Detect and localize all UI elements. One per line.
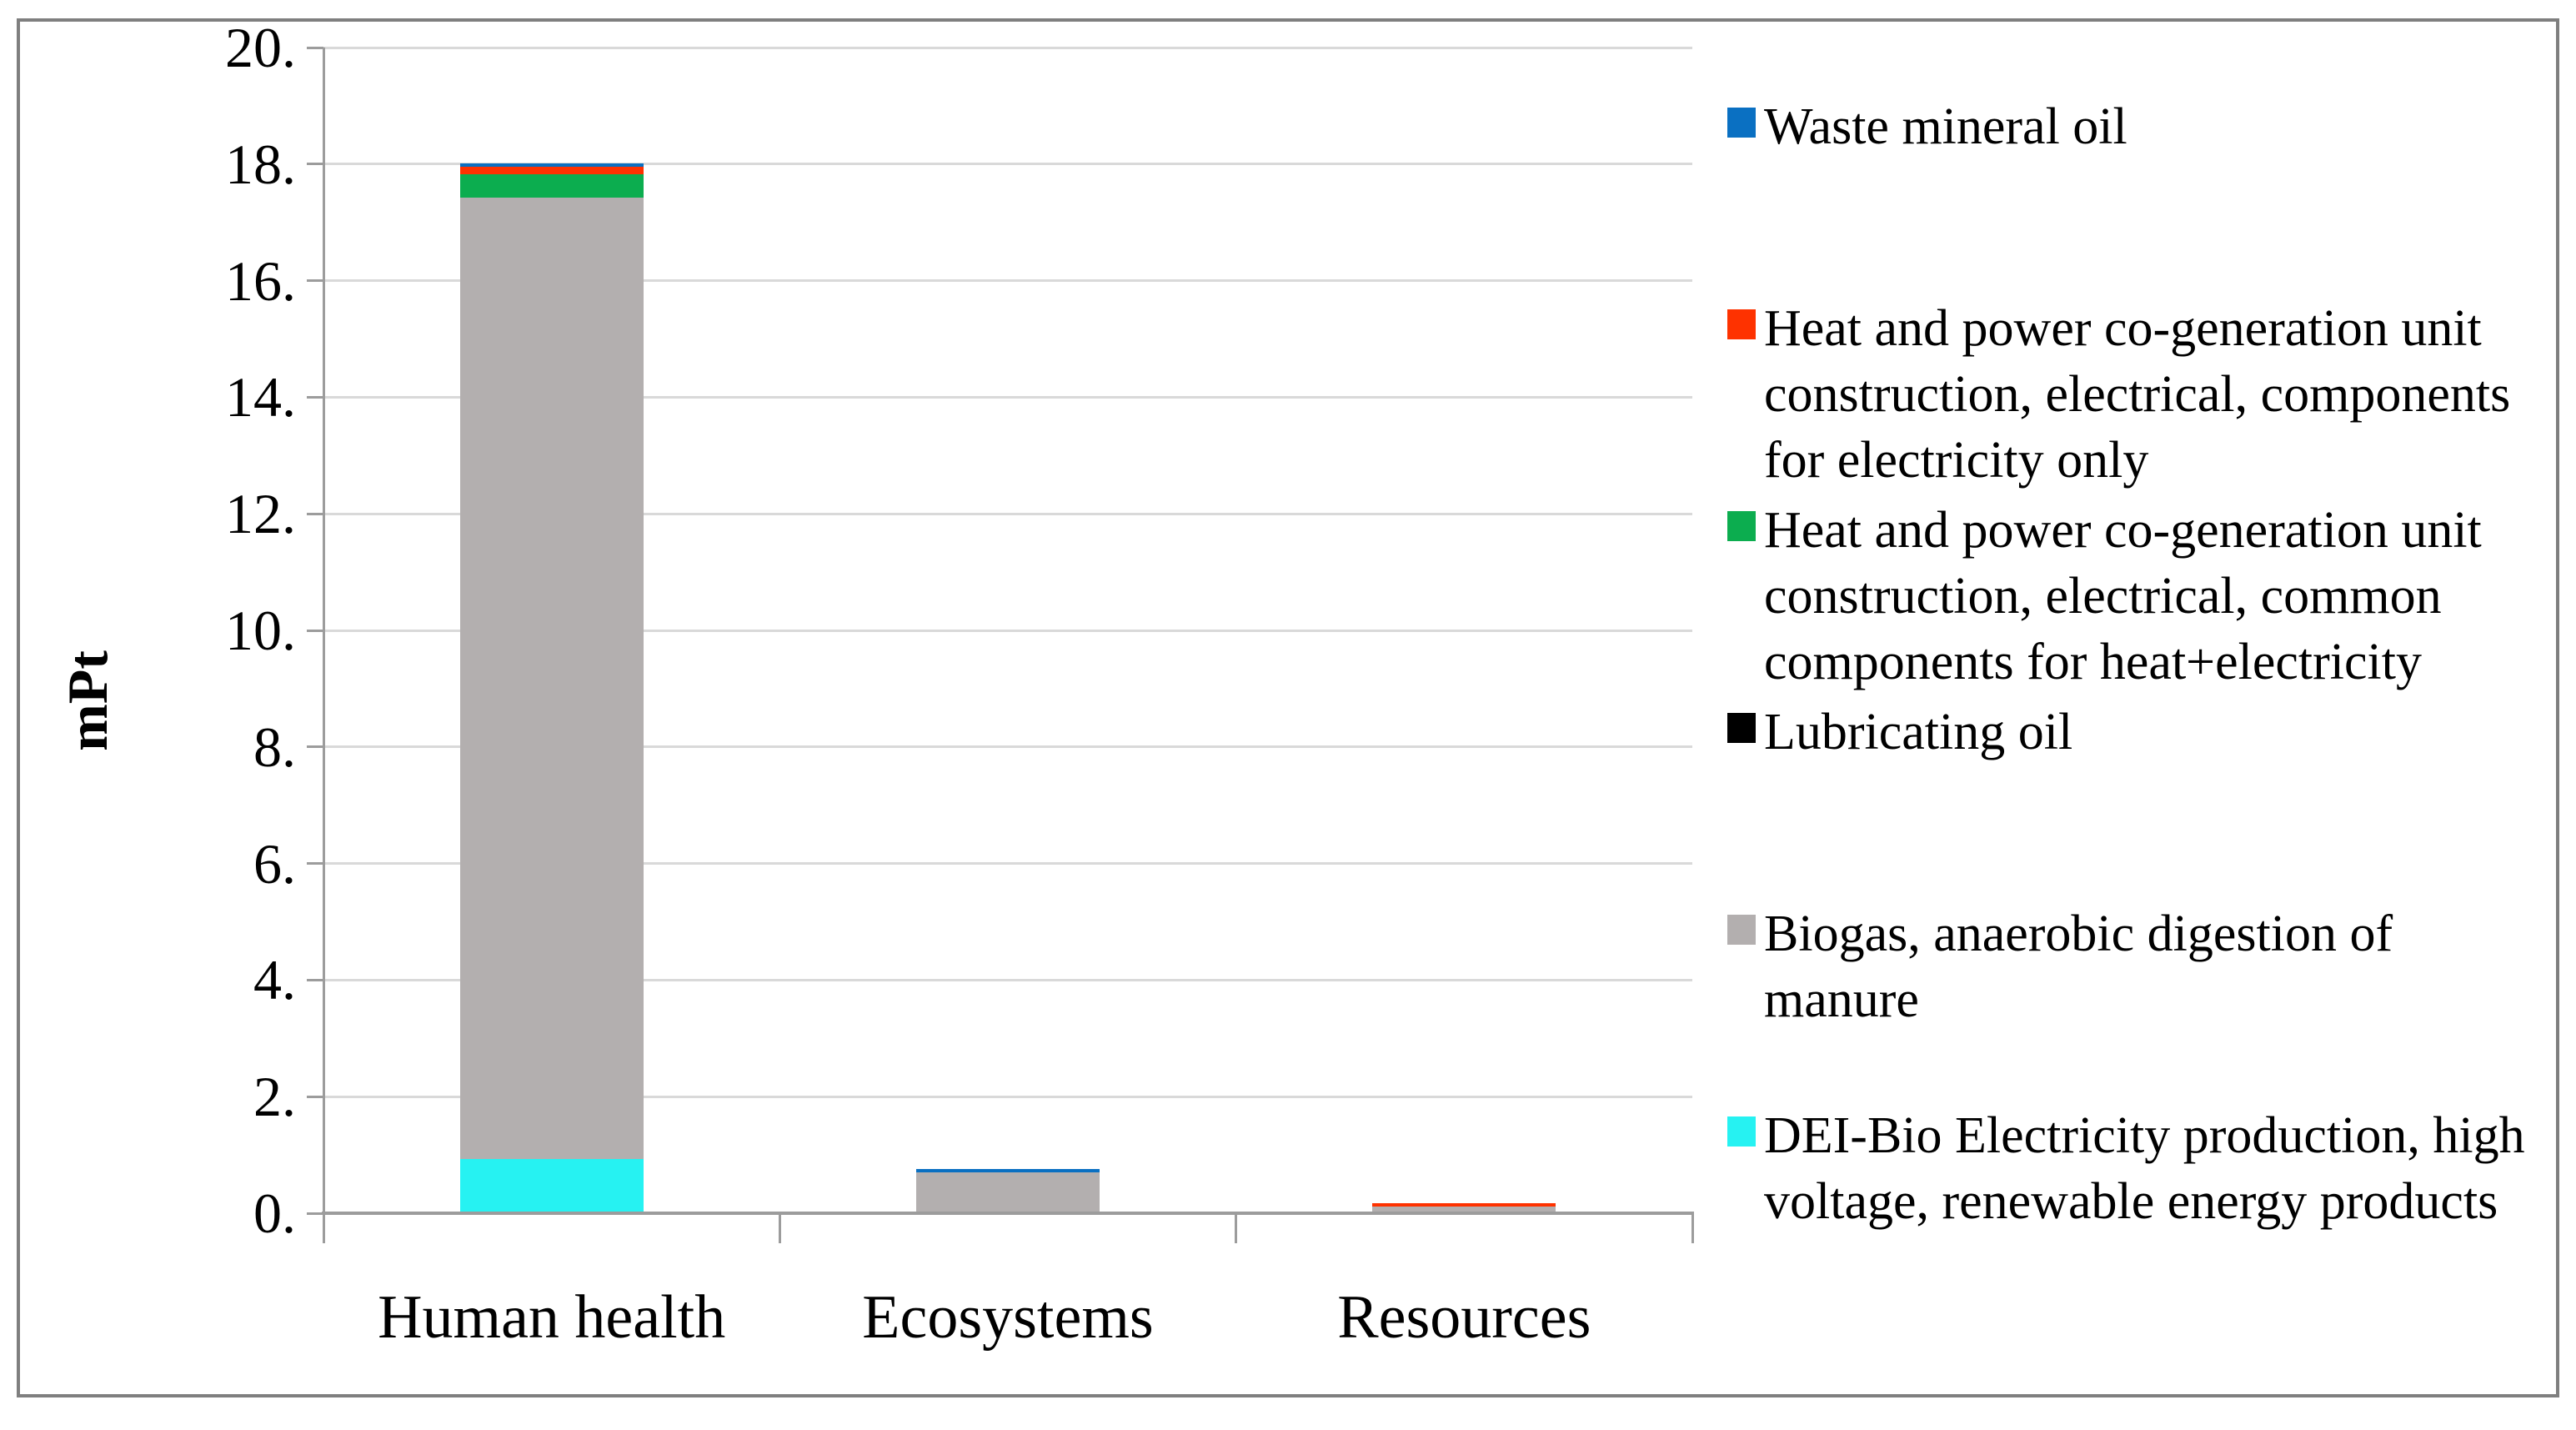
y-axis-tick-12 <box>307 512 323 515</box>
y-tick-label-0: 0. <box>253 1182 296 1245</box>
y-axis-line <box>323 48 325 1213</box>
gridline-14 <box>323 395 1692 399</box>
bar-segment <box>459 197 644 1160</box>
legend-swatch-icon <box>1727 108 1756 138</box>
y-tick-label-14: 14. <box>225 365 296 429</box>
y-axis-tick-8 <box>307 745 323 749</box>
legend-label: Heat and power co-generation unit constr… <box>1764 502 2482 690</box>
y-axis-tick-2 <box>307 1095 323 1098</box>
gridline-6 <box>323 862 1692 866</box>
bar-segment <box>1372 1207 1556 1212</box>
y-tick-label-4: 4. <box>253 948 296 1012</box>
figure-border <box>17 18 2559 1397</box>
y-axis-tick-4 <box>307 978 323 981</box>
category-label-ecosystems: Ecosystems <box>862 1283 1154 1352</box>
bar-human-health <box>459 163 644 1212</box>
legend-swatch-icon <box>1727 713 1756 743</box>
legend-item-4: Biogas, anaerobic digestion of manure <box>1727 901 2553 1103</box>
chart-legend: Waste mineral oil Heat and power co-gener… <box>1727 94 2553 1305</box>
bar-segment <box>916 1168 1100 1173</box>
y-axis-tick-6 <box>307 862 323 866</box>
legend-label: DEI-Bio Electricity production, high vol… <box>1764 1107 2525 1230</box>
y-tick-label-16: 16. <box>225 248 296 313</box>
legend-item-3: Lubricating oil <box>1727 700 2553 901</box>
bar-segment <box>459 166 644 175</box>
y-axis-title: mPt <box>55 650 119 751</box>
gridline-18 <box>323 163 1692 166</box>
y-axis-tick-20 <box>307 46 323 49</box>
bar-resources <box>1372 1203 1556 1212</box>
bar-segment <box>459 1159 644 1212</box>
y-tick-label-6: 6. <box>253 831 296 896</box>
legend-item-1: Heat and power co-generation unit constr… <box>1727 296 2553 498</box>
y-axis-tick-10 <box>307 629 323 632</box>
bar-segment <box>459 174 644 198</box>
y-tick-label-20: 20. <box>225 16 296 79</box>
y-tick-label-8: 8. <box>253 715 296 779</box>
legend-label: Heat and power co-generation unit constr… <box>1764 300 2511 489</box>
legend-label: Waste mineral oil <box>1764 98 2127 155</box>
category-label-human-health: Human health <box>378 1283 726 1352</box>
y-tick-label-12: 12. <box>225 482 296 546</box>
x-axis-tick-3 <box>1691 1213 1694 1243</box>
bar-ecosystems <box>916 1168 1100 1212</box>
legend-label: Lubricating oil <box>1764 704 2073 760</box>
x-axis-tick-2 <box>1235 1213 1238 1243</box>
gridline-2 <box>323 1095 1692 1098</box>
legend-swatch-icon <box>1727 915 1756 945</box>
y-tick-label-2: 2. <box>253 1065 296 1129</box>
legend-item-2: Heat and power co-generation unit constr… <box>1727 498 2553 700</box>
y-axis-tick-18 <box>307 163 323 166</box>
x-axis-tick-1 <box>778 1213 781 1243</box>
y-axis-tick-14 <box>307 395 323 399</box>
y-tick-label-10: 10. <box>225 599 296 662</box>
legend-item-5: DEI-Bio Electricity production, high vol… <box>1727 1103 2553 1305</box>
legend-label: Biogas, anaerobic digestion of manure <box>1764 906 2393 1028</box>
x-axis-line <box>322 1212 1694 1215</box>
x-axis-tick-0 <box>322 1213 325 1243</box>
legend-swatch-icon <box>1727 309 1756 339</box>
gridline-8 <box>323 745 1692 749</box>
gridline-12 <box>323 512 1692 515</box>
y-axis-tick-0 <box>307 1212 323 1215</box>
bar-segment <box>916 1172 1100 1212</box>
legend-item-0: Waste mineral oil <box>1727 94 2553 296</box>
y-axis-tick-16 <box>307 279 323 283</box>
category-label-resources: Resources <box>1337 1283 1591 1352</box>
y-tick-label-18: 18. <box>225 132 296 196</box>
bar-segment <box>1372 1203 1556 1207</box>
gridline-10 <box>323 629 1692 632</box>
legend-swatch-icon <box>1727 511 1756 541</box>
gridline-4 <box>323 978 1692 981</box>
gridline-20 <box>323 46 1692 49</box>
legend-swatch-icon <box>1727 1116 1756 1147</box>
bar-segment <box>459 163 644 167</box>
gridline-16 <box>323 279 1692 283</box>
